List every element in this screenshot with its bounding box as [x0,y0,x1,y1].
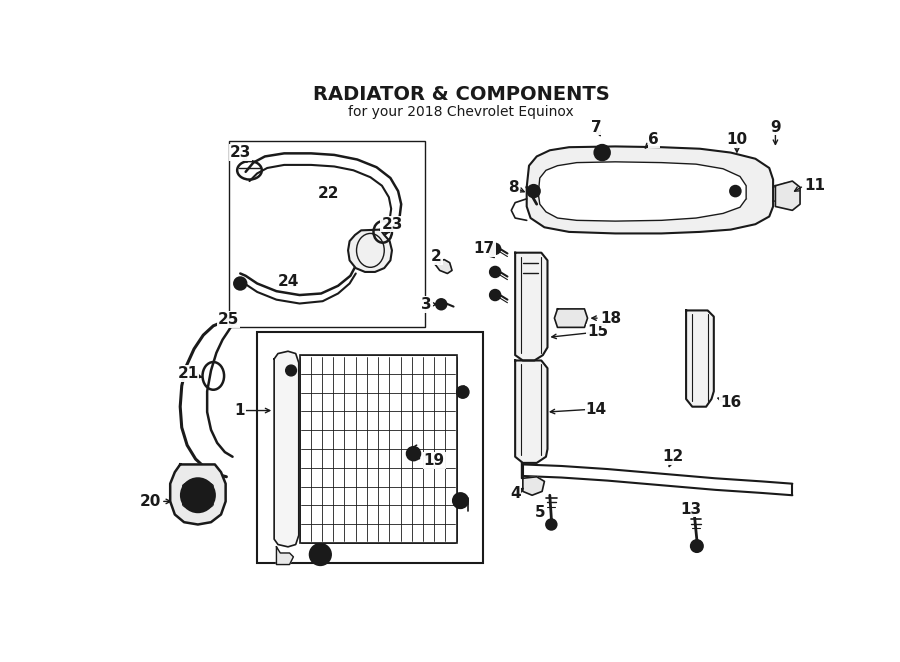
Polygon shape [276,547,293,565]
Circle shape [730,186,741,197]
Text: 6: 6 [648,132,659,147]
Circle shape [490,267,500,277]
Polygon shape [538,162,746,221]
Circle shape [316,550,325,559]
Text: 23: 23 [230,145,251,160]
Text: 18: 18 [599,310,621,326]
Text: 24: 24 [277,273,299,289]
Circle shape [456,386,469,399]
Text: 3: 3 [421,297,432,312]
Circle shape [310,544,331,565]
Circle shape [490,290,500,301]
Circle shape [181,479,215,512]
Polygon shape [686,310,714,406]
Text: 7: 7 [590,120,601,134]
Polygon shape [515,361,547,463]
Bar [300,355,456,543]
Text: RADIATOR & COMPONENTS: RADIATOR & COMPONENTS [313,85,609,105]
Polygon shape [523,477,544,495]
Bar [229,141,425,328]
Polygon shape [515,253,547,361]
Text: for your 2018 Chevrolet Equinox: for your 2018 Chevrolet Equinox [348,105,574,118]
Text: 23: 23 [382,216,402,232]
Text: 8: 8 [508,180,519,195]
Polygon shape [274,352,299,547]
Text: 25: 25 [218,312,239,327]
Text: 5: 5 [536,504,546,520]
Circle shape [490,244,500,254]
Bar [257,332,482,563]
Text: 13: 13 [680,502,701,516]
Text: 14: 14 [585,401,607,416]
Text: 20: 20 [140,494,161,509]
Text: 1: 1 [234,403,245,418]
Circle shape [190,487,205,503]
Text: 16: 16 [720,395,742,410]
Polygon shape [554,309,588,328]
Text: 15: 15 [587,324,608,340]
Text: 4: 4 [509,486,520,501]
Text: 2: 2 [431,249,442,264]
Polygon shape [348,230,392,272]
Text: 17: 17 [473,242,495,256]
Polygon shape [776,181,800,211]
Text: 21: 21 [177,366,199,381]
Text: 12: 12 [662,449,684,464]
Text: 19: 19 [424,453,445,468]
Text: 10: 10 [726,132,748,147]
Text: 9: 9 [770,120,780,134]
Circle shape [527,185,540,197]
Circle shape [546,519,557,530]
Circle shape [407,447,420,461]
Polygon shape [170,465,226,524]
Text: 22: 22 [318,186,339,201]
Circle shape [234,277,247,290]
Circle shape [436,299,446,310]
Polygon shape [435,260,452,273]
Circle shape [598,149,606,156]
Polygon shape [526,146,773,234]
Circle shape [690,540,703,552]
Bar [229,141,425,328]
Circle shape [453,493,468,508]
Circle shape [285,365,296,376]
Circle shape [595,145,610,160]
Text: 11: 11 [804,178,825,193]
